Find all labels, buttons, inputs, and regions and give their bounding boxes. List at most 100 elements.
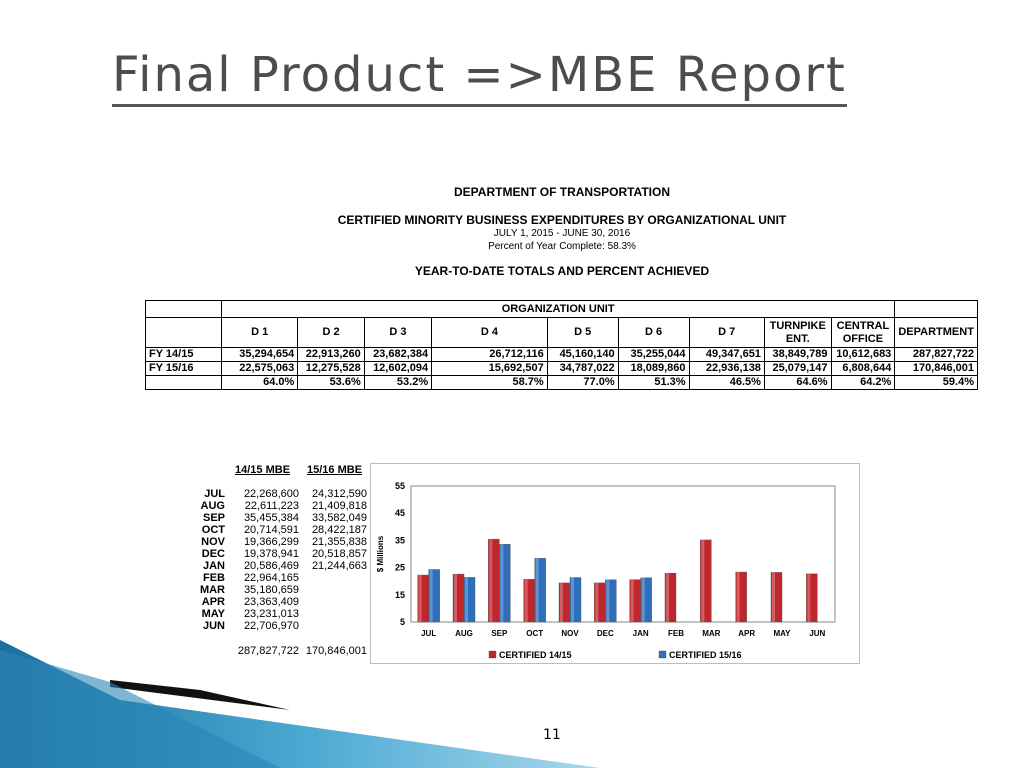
table-cell: 22,913,260 — [297, 347, 365, 362]
bar-highlight — [772, 572, 775, 622]
report-percent-complete: Percent of Year Complete: 58.3% — [488, 241, 636, 252]
legend-label: CERTIFIED 14/15 — [499, 650, 572, 660]
table-cell: 22,575,063 — [221, 361, 299, 376]
column-header: D 5 — [546, 317, 619, 348]
month-value: 23,231,013 — [243, 608, 299, 620]
bar-highlight — [500, 544, 504, 622]
x-tick-label: NOV — [561, 629, 579, 638]
bar-1415 — [700, 539, 712, 623]
table-cell: 287,827,722 — [894, 347, 978, 362]
bar-highlight — [736, 572, 740, 622]
month-label: FEB — [203, 572, 225, 584]
month-value: 20,714,591 — [243, 524, 299, 536]
y-tick-label: 25 — [395, 563, 405, 573]
table-cell: 10,612,683 — [830, 347, 896, 362]
month-value: 24,312,590 — [311, 488, 367, 500]
table-cell: 46.5% — [688, 375, 765, 390]
table-cell: 59.4% — [894, 375, 978, 390]
table-cell: 170,846,001 — [894, 361, 978, 376]
bar-highlight — [641, 577, 645, 622]
bar-chart-svg: 5 15 25 35 45 55 $ Millions JUL AUG SEP OCT NOV DEC J… — [376, 481, 836, 660]
month-label: MAY — [201, 608, 225, 620]
table-row: FY 14/15 35,294,654 22,913,260 23,682,384 26… — [144, 347, 978, 362]
x-tick-label: MAR — [702, 629, 720, 638]
bar-highlight — [418, 575, 422, 622]
table-cell: 22,936,138 — [688, 361, 765, 376]
corner-decoration — [0, 640, 600, 768]
y-tick-label: 5 — [400, 617, 405, 627]
column-header: D 6 — [617, 317, 690, 348]
table-cell: 23,682,384 — [363, 347, 433, 362]
x-tick-label: FEB — [668, 629, 684, 638]
table-cell: 49,347,651 — [688, 347, 765, 362]
bar-highlight — [465, 577, 468, 622]
table-corner — [144, 300, 223, 318]
bar-1516 — [569, 577, 582, 623]
month-value: 19,366,299 — [243, 536, 299, 548]
monthly-total-1516: 170,846,001 — [305, 645, 367, 657]
plot-area — [410, 485, 836, 623]
table-cell: 12,602,094 — [363, 361, 433, 376]
table-cell: 64.0% — [221, 375, 299, 390]
x-tick-label: OCT — [526, 629, 543, 638]
table-row: 64.0% 53.6% 53.2% 58.7% 77.0% 51.3% 46.5% 64.6%… — [144, 375, 978, 390]
x-tick-label: AUG — [455, 629, 473, 638]
legend-label: CERTIFIED 15/16 — [669, 650, 742, 660]
bar-1516 — [463, 577, 476, 623]
month-label: SEP — [202, 512, 225, 524]
month-value: 22,706,970 — [243, 620, 299, 632]
report-department: DEPARTMENT OF TRANSPORTATION — [454, 185, 670, 199]
slide-title: Final Product =>MBE Report — [112, 48, 847, 107]
bar-1516 — [534, 558, 546, 623]
month-label: NOV — [201, 536, 225, 548]
column-header: DEPARTMENT — [894, 317, 978, 348]
bar-highlight — [560, 582, 563, 622]
month-value: 21,355,838 — [311, 536, 367, 548]
monthly-header-1415: 14/15 MBE — [235, 464, 291, 476]
month-value: 35,455,384 — [243, 512, 299, 524]
table-cell: 51.3% — [617, 375, 690, 390]
month-label: OCT — [201, 524, 225, 536]
y-axis-label: $ Millions — [376, 535, 385, 572]
row-label: FY 15/16 — [144, 361, 223, 376]
bar-highlight — [630, 579, 634, 622]
bar-1415 — [735, 571, 747, 623]
month-value: 23,363,409 — [243, 596, 299, 608]
row-label: FY 14/15 — [144, 347, 223, 362]
legend-swatch — [658, 650, 667, 659]
y-tick-label: 15 — [395, 590, 405, 600]
bar-highlight — [454, 574, 457, 622]
y-tick-label: 55 — [395, 481, 405, 491]
bar-highlight — [571, 577, 574, 622]
month-value: 22,964,165 — [243, 572, 299, 584]
x-tick-label: APR — [738, 629, 755, 638]
column-header: D 4 — [431, 317, 548, 348]
x-tick-label: DEC — [597, 629, 614, 638]
month-label: MAR — [199, 584, 225, 596]
y-tick-label: 45 — [395, 508, 405, 518]
bar-highlight — [595, 582, 599, 622]
bar-highlight — [666, 573, 669, 622]
table-cell: 58.7% — [431, 375, 548, 390]
month-value: 33,582,049 — [311, 512, 367, 524]
report-heading: CERTIFIED MINORITY BUSINESS EXPENDITURES… — [337, 213, 787, 227]
monthly-total-1415: 287,827,722 — [237, 645, 299, 657]
table-cell: 6,808,644 — [830, 361, 896, 376]
bar-highlight — [524, 579, 528, 622]
bar-highlight — [429, 569, 433, 622]
bar-1415 — [806, 573, 818, 623]
table-cell: 35,294,654 — [221, 347, 299, 362]
bar-highlight — [535, 558, 539, 622]
bar-highlight — [489, 539, 493, 622]
month-label: APR — [201, 596, 225, 608]
month-label: DEC — [201, 548, 225, 560]
column-header: CENTRAL OFFICE — [830, 317, 896, 348]
column-header: TURNPIKE ENT. — [763, 317, 832, 348]
table-cell: 38,849,789 — [763, 347, 832, 362]
month-value: 20,586,469 — [243, 560, 299, 572]
month-value: 22,611,223 — [244, 500, 299, 512]
table-cell: 77.0% — [546, 375, 619, 390]
bar-1516 — [428, 569, 440, 623]
month-label: AUG — [200, 500, 225, 512]
row-label-header — [144, 317, 223, 348]
